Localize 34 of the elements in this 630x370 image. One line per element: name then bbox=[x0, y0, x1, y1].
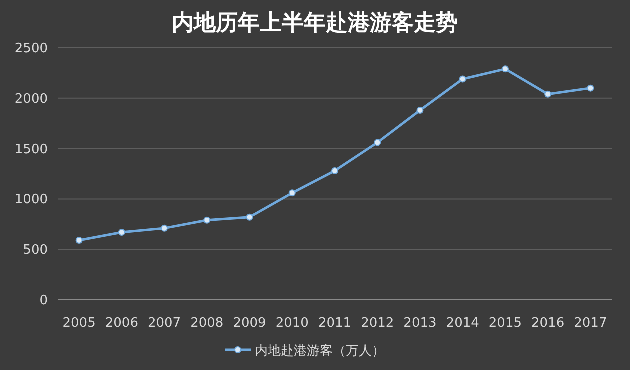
y-tick-label: 1000 bbox=[14, 192, 48, 208]
x-tick-label: 2007 bbox=[148, 316, 182, 331]
point bbox=[544, 90, 552, 98]
x-tick-label: 2011 bbox=[318, 316, 352, 331]
point bbox=[416, 106, 424, 114]
legend-label: 内地赴港游客（万人） bbox=[255, 343, 385, 359]
x-tick-label: 2013 bbox=[404, 316, 437, 331]
x-tick-label: 2008 bbox=[190, 316, 224, 331]
x-tick-label: 2016 bbox=[532, 316, 565, 331]
point bbox=[161, 224, 168, 232]
point bbox=[118, 228, 126, 236]
point bbox=[502, 66, 509, 73]
x-tick-label: 2017 bbox=[574, 316, 608, 331]
x-tick-label: 2005 bbox=[62, 316, 96, 331]
point bbox=[288, 190, 296, 197]
point bbox=[76, 237, 83, 244]
chart-title: 内地历年上半年赴港游客走势 bbox=[172, 10, 458, 36]
point bbox=[246, 214, 254, 221]
point bbox=[204, 216, 211, 224]
y-tick-label: 2000 bbox=[14, 92, 48, 107]
x-tick-label: 2014 bbox=[446, 316, 480, 331]
x-tick-label: 2015 bbox=[488, 316, 522, 331]
x-tick-label: 2010 bbox=[276, 316, 309, 331]
x-tick-label: 2012 bbox=[361, 316, 394, 331]
x-tick-label: 2006 bbox=[105, 316, 138, 331]
y-tick-label: 2500 bbox=[14, 42, 48, 56]
x-tick-label: 2009 bbox=[233, 316, 266, 331]
point bbox=[459, 76, 466, 83]
point bbox=[587, 84, 594, 92]
y-tick-label: 1500 bbox=[14, 142, 48, 158]
y-tick-label: 0 bbox=[40, 294, 48, 308]
y-tick-label: 500 bbox=[23, 243, 48, 258]
point bbox=[374, 139, 382, 146]
point bbox=[332, 167, 338, 174]
